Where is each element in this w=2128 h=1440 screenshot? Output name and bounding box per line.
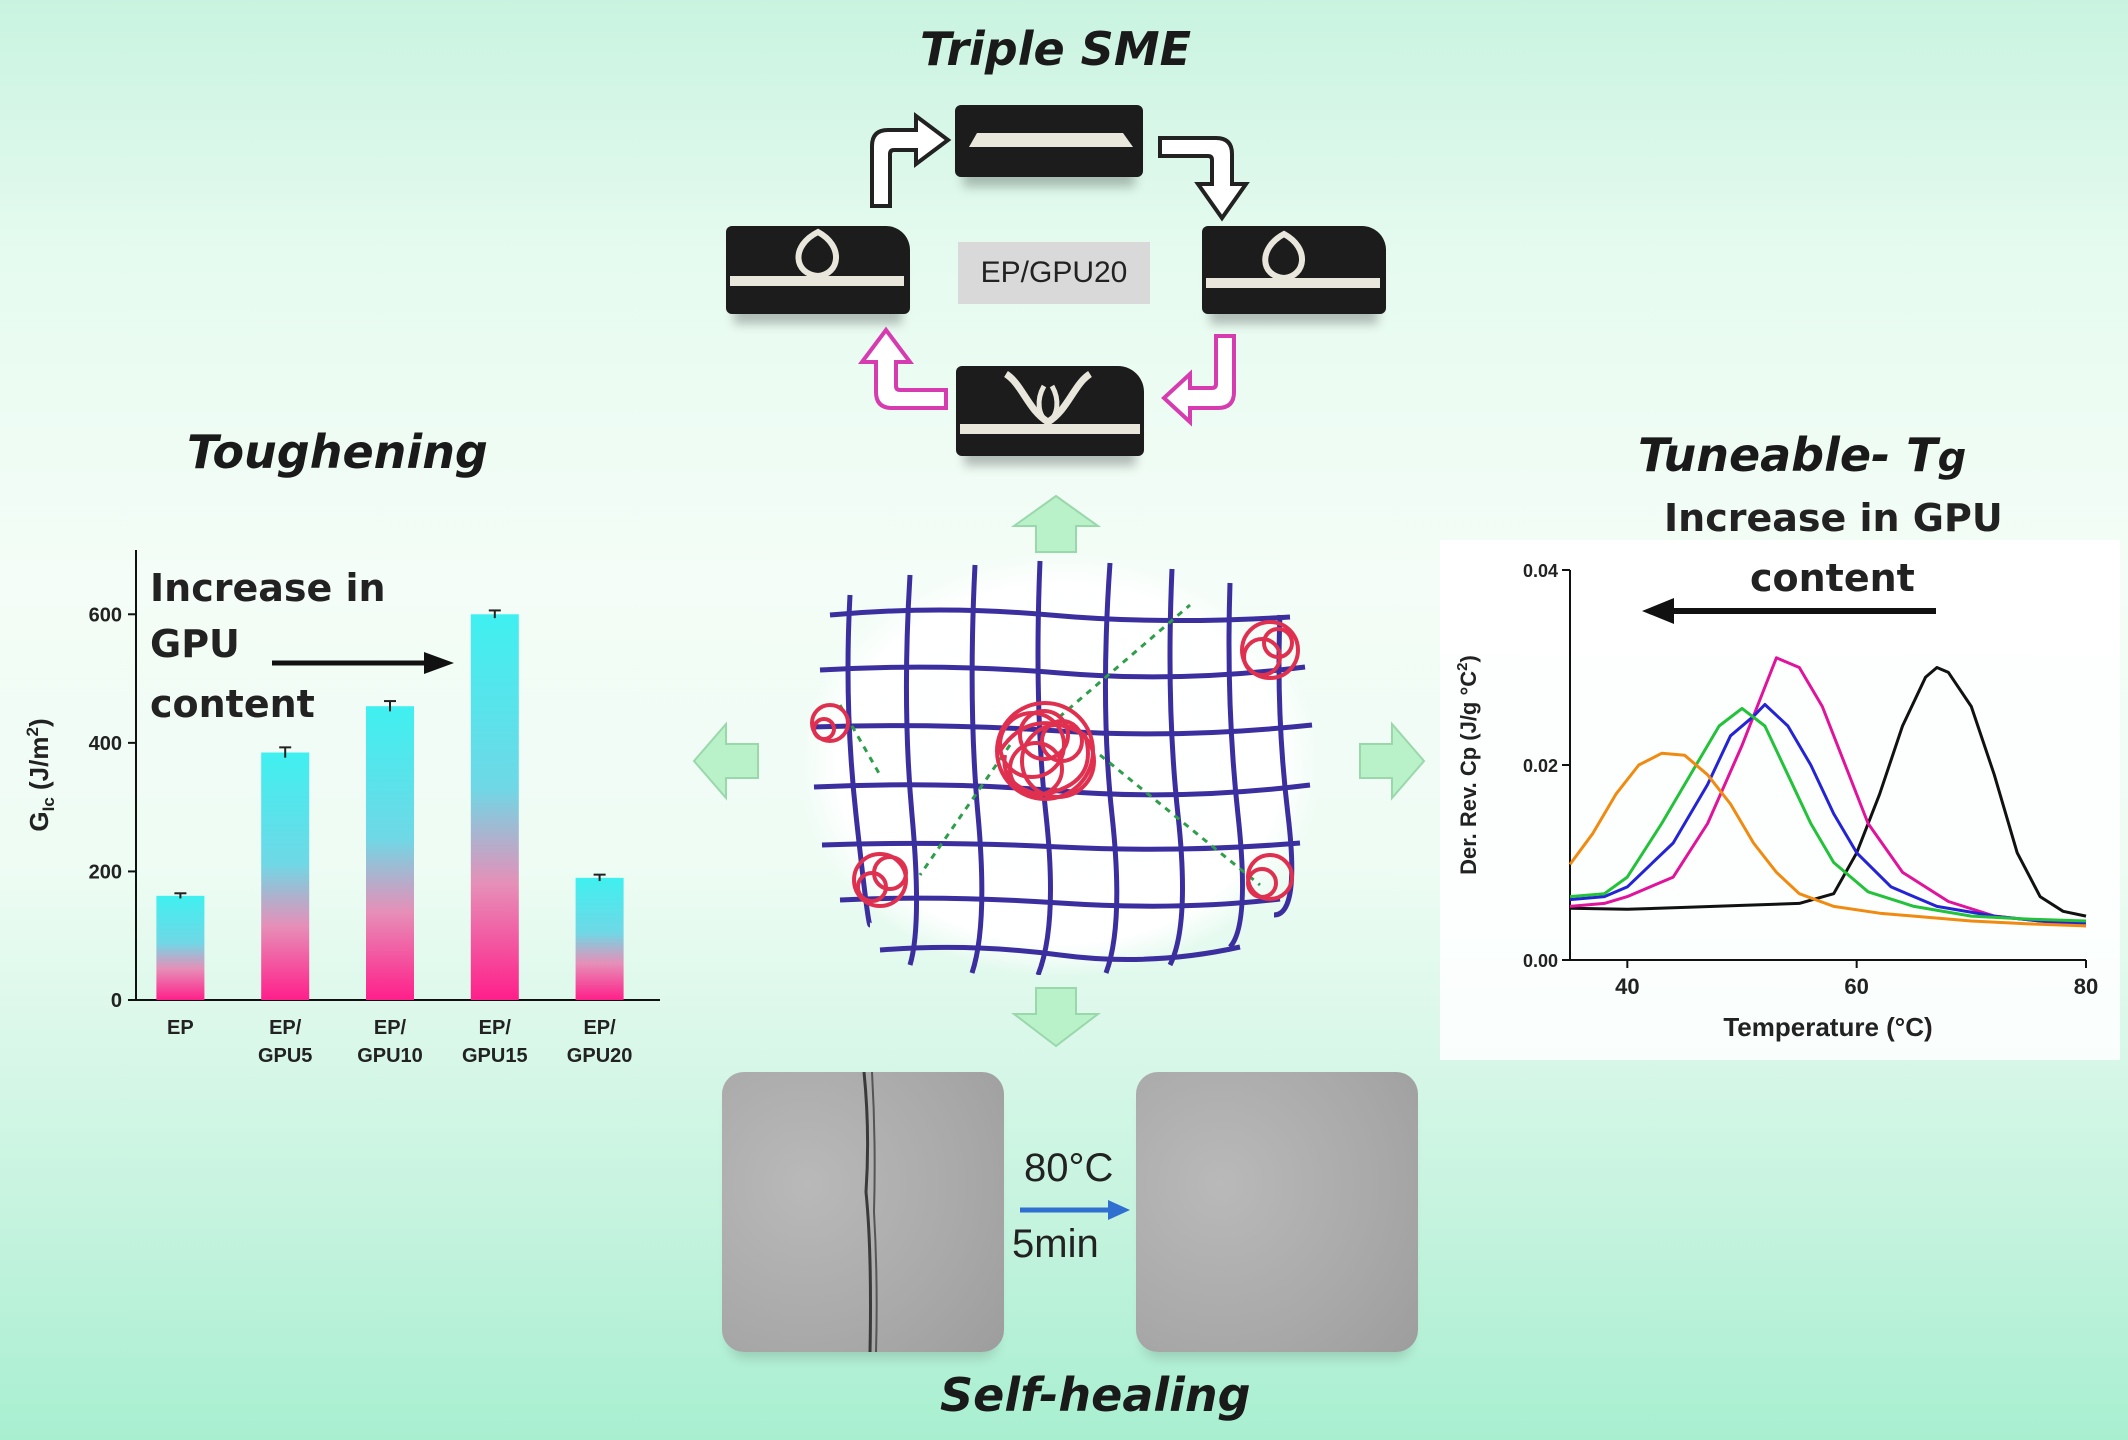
green-arrow-left-icon xyxy=(692,721,759,801)
toughening-chart-panel: 0 200 400 600 EP EP/GPU5 EP/GPU10 EP/GPU15 EP/GP… xyxy=(10,530,680,1090)
gpu-coil-bottom-left xyxy=(852,852,908,908)
polymer-network-diagram xyxy=(800,555,1320,975)
line-y-tick-label: 0.00 xyxy=(1523,951,1558,971)
title-toughening: Toughening xyxy=(187,425,488,479)
line-x-tick-label: 80 xyxy=(2074,974,2098,999)
gpu-coil-top-right xyxy=(1240,620,1300,680)
bar-y-label-main: G xyxy=(24,811,54,831)
sme-strip-open xyxy=(960,371,1140,434)
gpu-coil-bottom-right xyxy=(1246,853,1294,901)
arrow-down-left-icon xyxy=(1161,334,1236,427)
toughening-arrow-right-icon xyxy=(272,652,454,674)
bar-y-label-sup: 2 xyxy=(23,727,42,736)
sme-photo-left xyxy=(726,226,910,314)
bar-category-label: EP/ xyxy=(269,1017,302,1039)
crack-line xyxy=(862,1071,878,1353)
healing-time: 5min xyxy=(1012,1222,1099,1266)
tg-line-chart: 0.00 0.02 0.04 40 60 80 Temperature (°C) Der. R… xyxy=(1454,561,2098,1042)
tg-chart-panel: 0.00 0.02 0.04 40 60 80 Temperature (°C) Der. R… xyxy=(1440,540,2120,1060)
bar-category-label: EP xyxy=(167,1017,194,1039)
toughening-bar-chart: 0 200 400 600 EP EP/GPU5 EP/GPU10 EP/GPU15 EP/GP… xyxy=(23,550,660,1067)
green-arrow-up-icon xyxy=(1010,494,1102,553)
title-self-healing: Self-healing xyxy=(940,1368,1251,1422)
line-y-label-end: ) xyxy=(1456,655,1481,662)
green-arrow-down-icon xyxy=(1011,987,1101,1048)
bar xyxy=(261,752,310,1000)
line-y-tick-label: 0.04 xyxy=(1523,561,1558,581)
line-y-tick-label: 0.02 xyxy=(1523,756,1558,776)
line-series xyxy=(1569,706,2087,923)
healing-temperature: 80°C xyxy=(1024,1146,1114,1190)
arrow-left-up-icon xyxy=(858,326,948,410)
sme-center-tag: EP/GPU20 xyxy=(958,242,1150,304)
bar-category-label: GPU20 xyxy=(567,1045,633,1067)
toughening-note-line1: Increase in xyxy=(150,566,386,610)
bar-category-label: EP/ xyxy=(374,1017,407,1039)
sme-photo-right xyxy=(1202,226,1386,314)
line-series xyxy=(1568,751,2087,928)
bar-category-label: GPU5 xyxy=(258,1045,312,1067)
bar-y-label-sub: Ic xyxy=(39,797,58,811)
line-x-tick-label: 40 xyxy=(1615,974,1639,999)
arrow-right-down-icon xyxy=(1158,136,1250,222)
sme-photo-top xyxy=(955,105,1143,177)
line-y-label-sup: 2 xyxy=(1454,662,1471,670)
line-series xyxy=(1569,656,2087,928)
crack-healed-image xyxy=(1136,1072,1418,1352)
sme-strip-loop-right xyxy=(1206,230,1380,288)
line-series xyxy=(1569,666,2087,918)
line-x-axis-label: Temperature (°C) xyxy=(1723,1012,1932,1042)
bar-y-axis-label: GIc (J/m2) xyxy=(23,718,58,831)
bar-y-tick-label: 0 xyxy=(111,990,122,1012)
green-arrow-right-icon xyxy=(1359,721,1426,801)
line-series xyxy=(1569,703,2087,925)
title-tuneable-tg: Tuneable- Tg xyxy=(1638,428,1966,482)
bar xyxy=(366,706,414,1000)
tg-note-line2: content xyxy=(1750,556,1915,600)
bar xyxy=(470,614,519,1000)
healing-arrow-icon xyxy=(1020,1200,1130,1220)
bar-category-label: GPU15 xyxy=(462,1045,528,1067)
title-triple-sme: Triple SME xyxy=(920,22,1192,76)
arrow-up-right-icon xyxy=(870,112,952,208)
tg-note-line1: Increase in GPU xyxy=(1664,496,2003,540)
sme-strip-loop-left xyxy=(730,228,904,286)
title-tuneable-sub: g xyxy=(1937,435,1967,481)
bar-y-tick-label: 200 xyxy=(89,861,122,883)
tg-arrow-left-icon xyxy=(1642,598,1936,624)
sme-strip-flat xyxy=(969,133,1133,147)
bar xyxy=(156,895,205,1000)
bar-y-label-unit: (J/m xyxy=(24,737,54,798)
line-y-label-main: Der. Rev. Cp (J/g °C xyxy=(1456,671,1481,875)
gpu-coil-left xyxy=(810,703,850,743)
line-x-tick-label: 60 xyxy=(1844,974,1868,999)
title-tuneable-main: Tuneable- T xyxy=(1638,428,1938,482)
bar-y-label-end: ) xyxy=(24,718,54,727)
bar-y-tick-label: 600 xyxy=(89,604,122,626)
bar-y-tick-label: 400 xyxy=(89,733,122,755)
bar xyxy=(575,877,624,1000)
bar-category-label: GPU10 xyxy=(357,1045,423,1067)
toughening-note-line2: GPU xyxy=(150,622,240,666)
bar-category-label: EP/ xyxy=(583,1017,616,1039)
bar-category-label: EP/ xyxy=(479,1017,512,1039)
sme-photo-bottom xyxy=(956,366,1144,456)
gpu-coil-center xyxy=(995,701,1096,801)
line-y-axis-label: Der. Rev. Cp (J/g °C2) xyxy=(1454,655,1481,875)
toughening-note-line3: content xyxy=(150,682,315,726)
crack-before-image xyxy=(722,1071,1004,1353)
